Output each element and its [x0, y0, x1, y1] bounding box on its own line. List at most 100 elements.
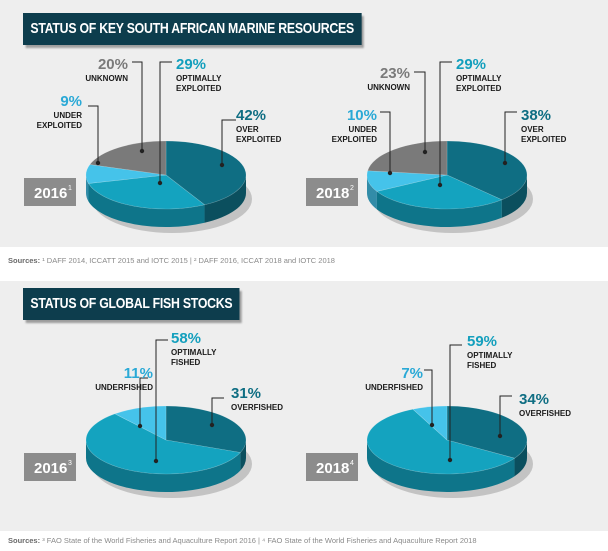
leader-line-opt	[159, 61, 172, 183]
category-label-opt: FISHED	[467, 361, 497, 370]
pie-slice-under	[366, 170, 448, 192]
percent-label-unknown: 20%	[98, 56, 128, 73]
leader-dot-under	[137, 423, 143, 429]
category-label-under: UNDERFISHED	[95, 383, 153, 392]
percent-label-under: 7%	[401, 365, 423, 382]
pie-side-over	[501, 175, 527, 218]
pie-side-opt	[367, 440, 515, 493]
percent-label-unknown: 23%	[380, 65, 410, 82]
percent-label-opt: 29%	[456, 56, 486, 73]
category-label-opt: OPTIMALLY	[456, 74, 502, 83]
pie-side-opt	[376, 191, 502, 227]
leader-dot-opt	[157, 180, 163, 186]
year-tag	[24, 178, 76, 206]
pie-slice-opt	[88, 174, 206, 210]
category-label-under: UNDERFISHED	[365, 383, 423, 392]
percent-label-over: 31%	[231, 385, 261, 402]
percent-label-under: 11%	[124, 365, 153, 382]
leader-line-opt	[449, 344, 462, 460]
leader-dot-under	[95, 160, 101, 166]
pie-side-over	[240, 440, 246, 471]
category-label-opt: OPTIMALLY	[467, 351, 513, 360]
year-label: 2016	[34, 460, 67, 477]
year-tag	[24, 453, 76, 481]
category-label-over: OVER	[236, 125, 259, 134]
leader-dot-opt	[437, 182, 443, 188]
leader-line-over	[504, 111, 517, 163]
pie-chart-2016-0: 2016 142%OVEREXPLOITED29%OPTIMALLYEXPLOIT…	[24, 56, 282, 233]
percent-label-opt: 59%	[467, 333, 497, 350]
leader-dot-under	[387, 170, 393, 176]
leader-line-under	[380, 111, 391, 173]
category-label-opt: FISHED	[171, 358, 201, 367]
pie-side-under	[367, 175, 377, 210]
leader-dot-under	[429, 422, 435, 428]
year-tag	[306, 453, 358, 481]
category-label-opt: OPTIMALLY	[171, 348, 217, 357]
category-label-over: OVERFISHED	[231, 403, 283, 412]
leader-line-unknown	[132, 61, 143, 151]
leader-line-over	[221, 119, 236, 165]
leader-line-under	[424, 369, 433, 425]
pie-side-under	[86, 175, 89, 202]
pie-slice-opt	[376, 174, 503, 210]
pie-slice-over	[446, 405, 528, 459]
year-superscript: 1	[68, 185, 72, 192]
leader-dot-opt	[153, 458, 159, 464]
leader-line-under	[88, 105, 99, 163]
pie-slice-over	[165, 405, 247, 453]
sources-text: ¹ DAFF 2014, ICCATT 2015 and IOTC 2015 |…	[42, 256, 335, 265]
pie-slice-opt	[85, 413, 241, 475]
leader-dot-over	[502, 160, 508, 166]
year-label: 2018	[316, 185, 349, 202]
pie-side-opt	[88, 183, 205, 228]
pie-side-opt	[86, 440, 241, 492]
pie-slice-under	[412, 405, 448, 441]
leader-dot-over	[497, 433, 503, 439]
sources-text: ³ FAO State of the World Fisheries and A…	[42, 536, 477, 545]
sources-label: Sources:	[8, 536, 41, 545]
pie-slice-opt	[366, 408, 516, 475]
section-title-marine-resources: STATUS OF KEY SOUTH AFRICAN MARINE RESOU…	[23, 13, 362, 45]
percent-label-under: 10%	[347, 107, 377, 124]
pie-slice-unknown	[367, 140, 448, 176]
global-fish-stocks-panel	[0, 281, 608, 531]
category-label-over: EXPLOITED	[521, 135, 567, 144]
leader-line-under	[139, 377, 148, 426]
year-superscript: 4	[350, 460, 354, 467]
sources-global-fish-stocks: Sources: ³ FAO State of the World Fisher…	[8, 536, 477, 545]
year-superscript: 2	[350, 185, 354, 192]
category-label-opt: EXPLOITED	[176, 84, 222, 93]
category-label-over: EXPLOITED	[236, 135, 282, 144]
pie-side-over	[204, 175, 246, 223]
category-label-under: UNDER	[349, 125, 378, 134]
leader-dot-over	[209, 422, 215, 428]
section-title-global-fish-stocks: STATUS OF GLOBAL FISH STOCKS	[23, 288, 240, 320]
category-label-over: OVERFISHED	[519, 409, 571, 418]
category-label-under: UNDER	[54, 111, 83, 120]
percent-label-under: 9%	[60, 93, 82, 110]
category-label-under: EXPLOITED	[37, 121, 83, 130]
year-superscript: 3	[68, 460, 72, 467]
leader-dot-unknown	[139, 148, 145, 154]
category-label-unknown: UNKNOWN	[85, 74, 128, 83]
percent-label-over: 34%	[519, 391, 549, 408]
leader-dot-unknown	[422, 149, 428, 155]
percent-label-opt: 29%	[176, 56, 206, 73]
category-label-under: EXPLOITED	[332, 135, 378, 144]
category-label-opt: OPTIMALLY	[176, 74, 222, 83]
pie-chart-2018-1: 2018 238%OVEREXPLOITED29%OPTIMALLYEXPLOIT…	[306, 56, 567, 233]
pie-slice-under	[85, 164, 167, 184]
category-label-unknown: UNKNOWN	[367, 83, 410, 92]
year-label: 2018	[316, 460, 349, 477]
pie-slice-over	[165, 140, 247, 206]
sources-marine-resources: Sources: ¹ DAFF 2014, ICCATT 2015 and IO…	[8, 256, 335, 265]
pie-slice-over	[446, 140, 528, 201]
leader-line-opt	[439, 61, 452, 185]
year-label: 2016	[34, 185, 67, 202]
leader-line-opt	[155, 339, 168, 461]
leader-dot-over	[219, 162, 225, 168]
